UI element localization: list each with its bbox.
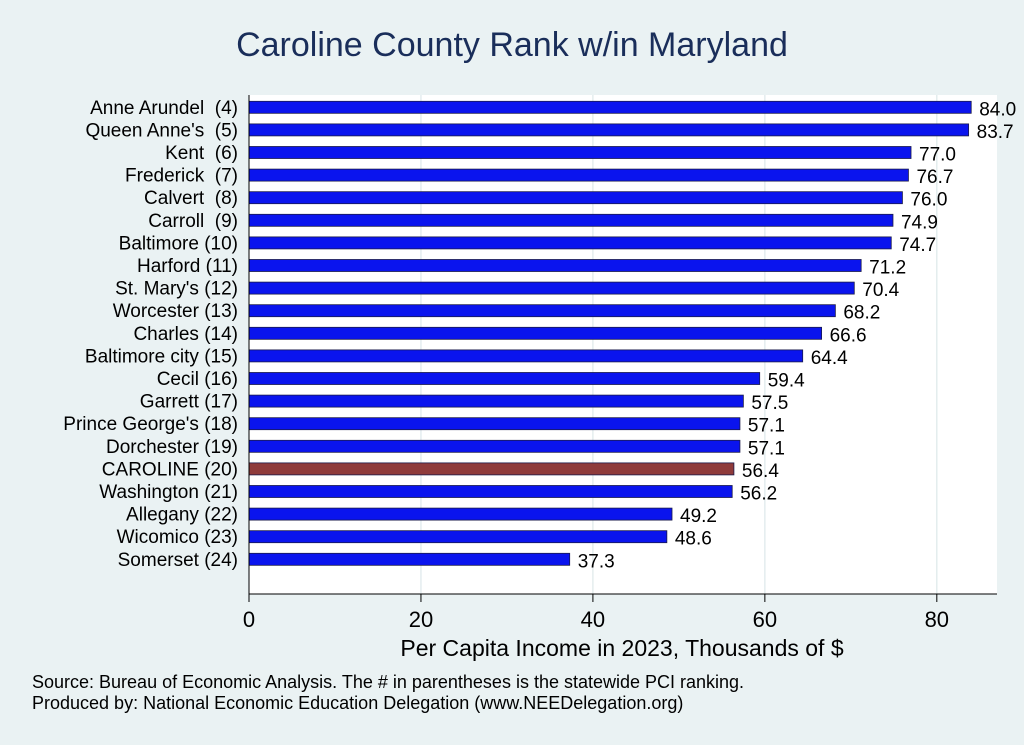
bar [248, 100, 972, 114]
x-tick-label: 60 [753, 607, 777, 632]
value-label: 49.2 [680, 506, 717, 527]
value-label: 70.4 [862, 280, 899, 301]
category-label: Frederick (7) [125, 166, 238, 187]
value-label: 57.5 [751, 393, 788, 414]
category-label: Baltimore (10) [119, 233, 238, 254]
x-tick-label: 20 [409, 607, 433, 632]
category-label: CAROLINE (20) [102, 459, 238, 480]
value-label: 66.6 [830, 325, 867, 346]
x-tick-label: 80 [925, 607, 949, 632]
value-label: 71.2 [869, 258, 906, 279]
category-label: Garrett (17) [140, 392, 238, 413]
bar [248, 530, 668, 544]
bar [248, 213, 894, 227]
bar [248, 191, 903, 205]
value-label: 74.7 [899, 235, 936, 256]
value-label: 57.1 [748, 438, 785, 459]
value-label: 56.2 [740, 484, 777, 505]
category-label: Somerset (24) [118, 550, 238, 571]
category-label: Worcester (13) [113, 301, 238, 322]
category-label: St. Mary's (12) [115, 279, 238, 300]
bar [248, 349, 804, 363]
value-label: 59.4 [768, 371, 805, 392]
category-label: Washington (21) [99, 482, 238, 503]
bars [248, 100, 972, 566]
category-label: Baltimore city (15) [85, 346, 238, 367]
bar [248, 439, 741, 453]
category-label: Charles (14) [133, 324, 238, 345]
bar [248, 146, 912, 159]
category-label: Anne Arundel (4) [90, 98, 238, 119]
category-label: Carroll (9) [148, 211, 238, 232]
category-label: Queen Anne's (5) [85, 120, 238, 141]
footnotes: Source: Bureau of Economic Analysis. The… [32, 672, 744, 714]
bar [248, 417, 741, 431]
bar [248, 485, 733, 498]
value-label: 68.2 [843, 303, 880, 324]
bar [248, 372, 761, 385]
bar [248, 236, 892, 250]
bar [248, 394, 744, 408]
x-tick-label: 0 [243, 607, 255, 632]
value-label: 74.9 [901, 212, 938, 233]
x-axis-title: Per Capita Income in 2023, Thousands of … [400, 635, 843, 661]
category-label: Harford (11) [137, 256, 238, 277]
category-label: Wicomico (23) [117, 527, 238, 548]
category-label: Cecil (16) [157, 369, 238, 390]
bar [248, 123, 970, 137]
bar [248, 552, 571, 566]
value-label: 37.3 [578, 551, 615, 572]
source-note: Source: Bureau of Economic Analysis. The… [32, 672, 745, 692]
bar [248, 507, 673, 521]
bar [248, 259, 862, 272]
x-axis: 0 20 40 60 80 [243, 95, 997, 632]
value-label: 76.0 [910, 190, 947, 211]
bar [248, 168, 909, 182]
value-label: 48.6 [675, 529, 712, 550]
category-label: Calvert (8) [144, 188, 238, 209]
chart-title: Caroline County Rank w/in Maryland [236, 26, 788, 64]
value-label: 64.4 [811, 348, 848, 369]
category-label: Allegany (22) [126, 505, 238, 526]
bar [248, 304, 836, 318]
bar [248, 281, 855, 295]
value-label: 56.4 [742, 461, 779, 482]
category-label: Kent (6) [165, 143, 238, 164]
producer-note: Produced by: National Economic Education… [32, 693, 684, 713]
bar [248, 326, 823, 340]
value-label: 57.1 [748, 416, 785, 437]
x-tick-label: 40 [581, 607, 605, 632]
value-label: 84.0 [979, 99, 1016, 120]
value-label: 83.7 [977, 122, 1014, 143]
highlight-bar [248, 462, 735, 476]
category-label: Dorchester (19) [106, 437, 238, 458]
category-label: Prince George's (18) [63, 414, 238, 435]
labels: Anne Arundel (4) 84.0 Queen Anne's (5) 83.7… [63, 98, 1016, 572]
value-label: 76.7 [916, 167, 953, 188]
value-label: 77.0 [919, 145, 956, 166]
